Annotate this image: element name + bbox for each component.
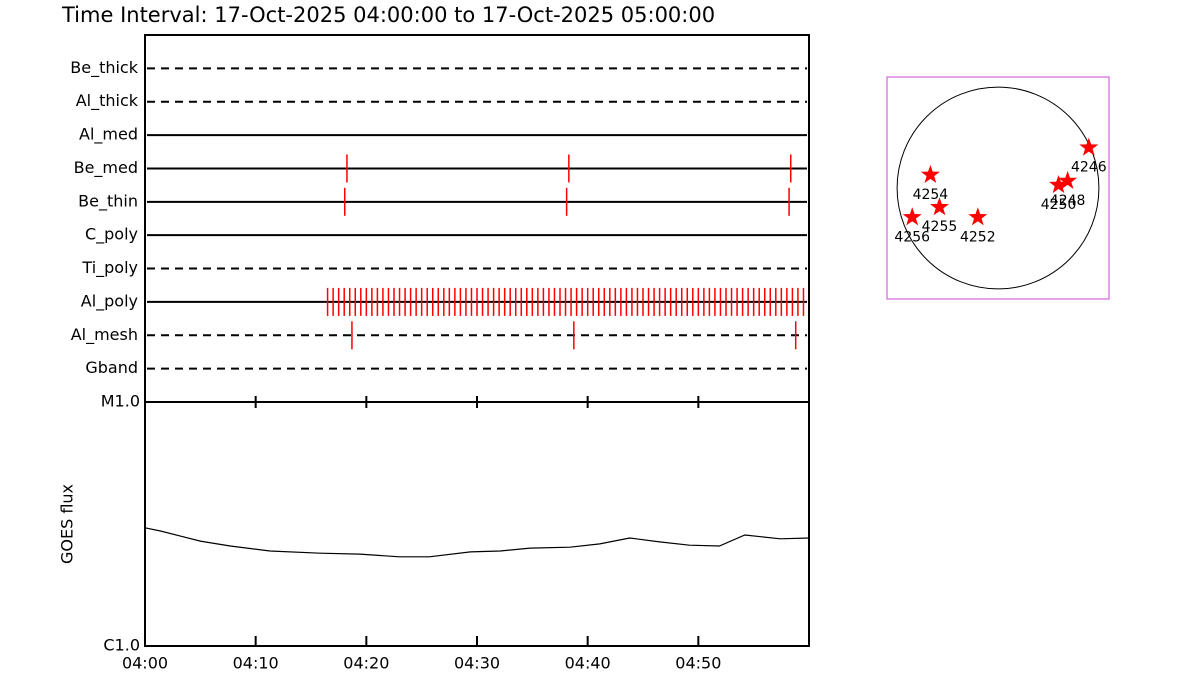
region-star [1058,170,1078,189]
region-label: 4250 [1041,197,1077,213]
y-axis-label: GOES flux [58,484,77,564]
row-label: Gband [85,358,138,377]
y-tick-label: C1.0 [103,636,140,655]
x-tick-label: 04:10 [233,654,279,673]
region-star [902,207,922,226]
row-label: Al_med [79,125,138,145]
x-tick-label: 04:30 [454,654,500,673]
x-tick-label: 04:40 [565,654,611,673]
map-frame [886,76,1110,300]
solar-disk [896,86,1100,290]
y-tick-label: M1.0 [101,392,140,411]
goes-frame [144,401,810,647]
x-tick-label: 04:00 [122,654,168,673]
x-tick-label: 04:50 [675,654,721,673]
row-label: Al_mesh [71,325,138,345]
chart-title: Time Interval: 17-Oct-2025 04:00:00 to 1… [61,3,715,27]
row-label: C_poly [85,225,138,245]
region-label: 4256 [894,229,930,245]
goes-line [144,527,810,558]
region-label: 4248 [1050,193,1086,209]
row-label: Be_thick [70,58,138,78]
row-label: Al_poly [81,291,138,311]
region-star [1079,137,1099,156]
region-star [930,197,949,216]
region-star [920,164,940,183]
region-label: 4255 [922,219,958,235]
row-label: Be_thin [78,191,138,211]
region-star [1049,175,1069,194]
row-label: Ti_poly [81,258,138,278]
row-label: Be_med [74,158,138,178]
row-label: Al_thick [76,91,139,111]
timeline-frame [144,34,810,403]
region-label: 4252 [960,229,996,245]
region-star [968,207,988,226]
region-label: 4246 [1071,160,1107,176]
x-tick-label: 04:20 [343,654,389,673]
region-label: 4254 [913,187,949,203]
